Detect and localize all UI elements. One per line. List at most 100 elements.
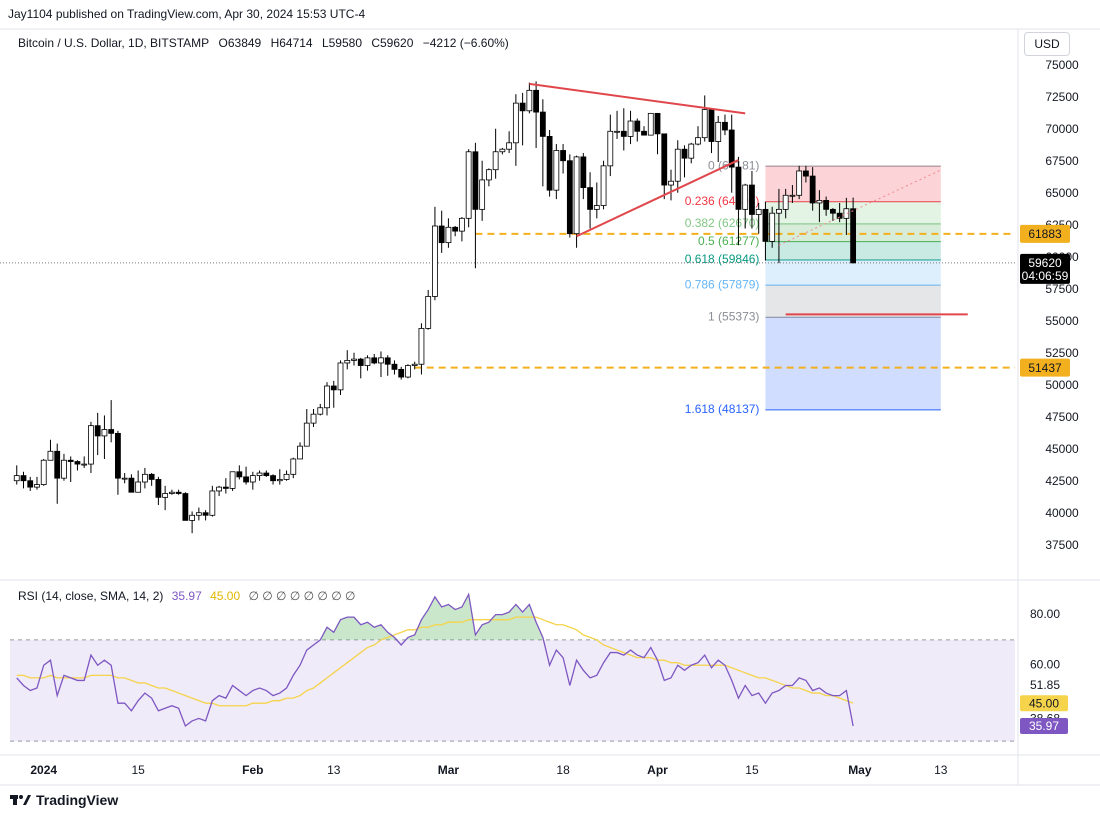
- fib-label: 0.236 (64394): [685, 194, 760, 208]
- rsi-badge: [1020, 718, 1068, 735]
- price-badge: [1020, 358, 1070, 377]
- candle-body: [108, 429, 115, 434]
- y-tick-label: 65000: [1045, 186, 1079, 200]
- candle-body: [115, 432, 121, 479]
- candle-body: [128, 477, 135, 493]
- candle-body: [796, 170, 803, 196]
- candle-body: [688, 143, 695, 159]
- fib-label: 0.382 (62670): [685, 216, 760, 230]
- rsi-value: 35.97: [171, 589, 202, 603]
- x-tick-label: Apr: [647, 763, 668, 777]
- x-tick-label: 18: [556, 763, 570, 777]
- x-tick-label: May: [848, 763, 872, 777]
- rsi-line: [16, 592, 854, 728]
- rsi-tick-label: 80.00: [1030, 607, 1060, 621]
- y-tick-label: 40000: [1045, 506, 1079, 520]
- overbought-fill: [16, 594, 854, 640]
- candle-body: [647, 112, 654, 136]
- y-tick-label: 45000: [1045, 442, 1079, 456]
- candle-body: [674, 148, 681, 182]
- rsi-badge-text: 35.97: [1029, 719, 1059, 733]
- candle-body: [168, 491, 175, 494]
- x-tick-label: Feb: [242, 763, 263, 777]
- candle-body: [566, 160, 573, 235]
- candle-body: [432, 225, 438, 297]
- candle-body: [175, 491, 182, 494]
- rsi-tick-label: 60.00: [1030, 657, 1060, 671]
- candle-body: [539, 111, 546, 137]
- candle-body: [67, 459, 74, 462]
- candles-layer: [13, 81, 857, 534]
- change-text: −4212 (−6.60%): [422, 36, 509, 50]
- candle-body: [843, 208, 850, 219]
- candle-body: [607, 130, 614, 167]
- candle-body: [546, 136, 553, 191]
- candle-body: [81, 463, 88, 466]
- candle-body: [88, 425, 94, 465]
- candle-body: [695, 137, 701, 145]
- y-tick-label: 75000: [1045, 58, 1079, 72]
- high-text: H64714: [270, 36, 313, 50]
- x-tick-label: Mar: [438, 763, 460, 777]
- candle-body: [47, 450, 54, 461]
- candle-body: [418, 328, 425, 365]
- candle-body: [533, 89, 540, 113]
- candle-body: [94, 425, 101, 437]
- currency-button[interactable]: USD: [1024, 32, 1070, 56]
- candle-body: [283, 473, 290, 480]
- candle-body: [303, 422, 310, 447]
- candle-body: [337, 362, 344, 391]
- candle-body: [465, 151, 472, 219]
- candle-body: [229, 471, 236, 489]
- candle-body: [600, 165, 607, 206]
- candle-body: [411, 363, 418, 366]
- candle-body: [668, 180, 674, 186]
- fib-label: 0.786 (57879): [685, 277, 760, 291]
- rsi-band: [10, 639, 1015, 742]
- candle-body: [560, 150, 566, 162]
- candle-body: [479, 179, 486, 210]
- price-badge-text: 61883: [1028, 227, 1062, 241]
- candle-body: [236, 471, 243, 478]
- candle-body: [654, 112, 661, 135]
- rsi-legend: RSI (14, close, SMA, 14, 2) 35.97 45.00 …: [18, 589, 360, 603]
- candle-body: [789, 194, 796, 197]
- x-tick-label: 13: [327, 763, 341, 777]
- candle-body: [755, 208, 762, 215]
- y-tick-label: 55000: [1045, 314, 1079, 328]
- candle-body: [74, 461, 81, 465]
- candle-body: [701, 109, 708, 139]
- price-badge: [1020, 224, 1070, 243]
- candle-body: [324, 385, 330, 409]
- candle-body: [135, 481, 142, 493]
- candle-body: [809, 175, 816, 204]
- candle-body: [587, 187, 593, 210]
- x-tick-label: 2024: [30, 763, 57, 777]
- candle-body: [391, 363, 398, 370]
- candle-body: [330, 385, 337, 391]
- y-tick-label: 52500: [1045, 346, 1079, 360]
- x-tick-label: 15: [745, 763, 759, 777]
- open-text: O63849: [218, 36, 262, 50]
- candle-body: [762, 208, 769, 242]
- candle-body: [13, 475, 20, 482]
- candle-body: [310, 413, 317, 424]
- rsi-layer: [10, 592, 1015, 742]
- fib-zone: [765, 259, 941, 286]
- candle-body: [735, 166, 742, 210]
- trendline: [529, 82, 746, 115]
- y-tick-label: 50000: [1045, 378, 1079, 392]
- candle-body: [708, 109, 715, 142]
- candle-body: [276, 479, 283, 482]
- fib-label: 1 (55373): [708, 309, 759, 323]
- rsi-title: RSI (14, close, SMA, 14, 2): [18, 589, 164, 603]
- close-text: C59620: [371, 36, 414, 50]
- fib-zone: [765, 285, 941, 318]
- candle-body: [249, 475, 256, 483]
- candle-body: [776, 208, 782, 214]
- candle-body: [580, 156, 587, 189]
- candle-body: [344, 360, 351, 364]
- logo: [10, 795, 31, 805]
- axis-layer: 7500072500700006750065000625006000057500…: [0, 28, 1100, 786]
